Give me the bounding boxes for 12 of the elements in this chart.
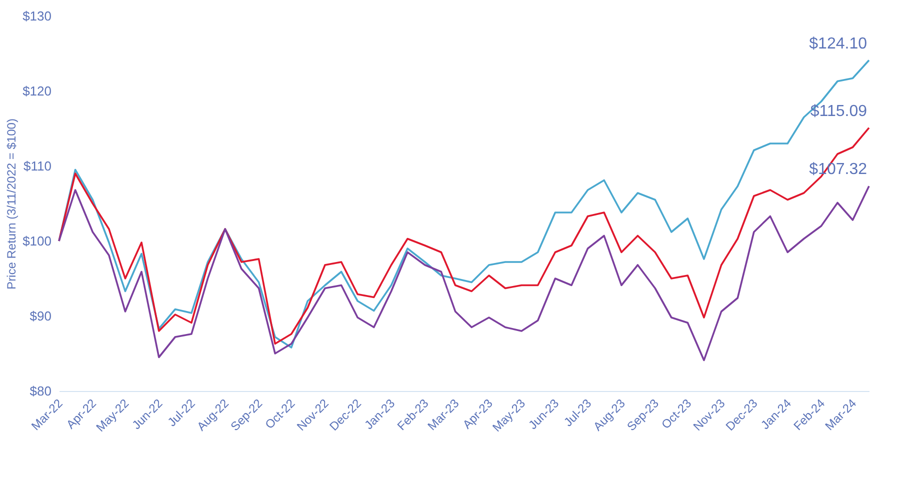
y-axis-title: Price Return (3/11/2022 = $100) [4,118,19,290]
y-tick-label: $80 [30,384,52,398]
y-tick-label: $130 [22,8,52,24]
y-tick-label: $110 [24,158,52,174]
line-series [58,59,870,348]
line-series [58,126,870,345]
annotation: $115.09 [810,102,868,120]
y-tick-label: $90 [30,308,52,324]
line-series [58,185,870,362]
y-tick-label: $100 [22,234,52,248]
y-tick-label: $120 [22,84,52,98]
annotation: $124.10 [809,35,868,52]
